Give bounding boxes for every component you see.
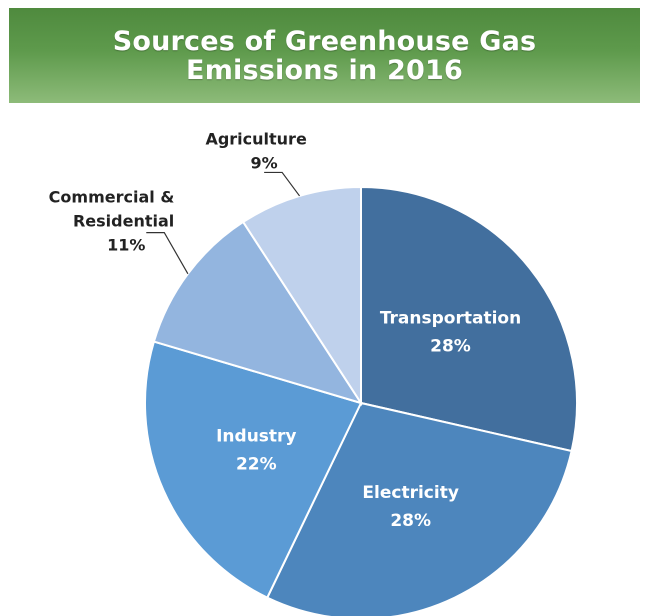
slice-label-electricity: Electricity [362, 483, 459, 503]
pie-slice-transportation [360, 185, 578, 453]
slice-value-transportation: 28% [430, 337, 471, 357]
pie-slice-industry [144, 340, 363, 599]
slice-label-commercial-and-residential: Commercial & [49, 188, 175, 207]
slice-label-commercial-and-residential: Residential [73, 212, 174, 231]
chart-title-line-1: Sources of Greenhouse Gas [112, 25, 537, 57]
slice-value-electricity: 28% [390, 511, 431, 531]
slice-value-commercial-and-residential: 11% [107, 236, 145, 255]
slice-label-industry: Industry [216, 426, 296, 446]
pie-slice-electricity [265, 401, 573, 616]
leader-line-commercial-and-residential [146, 232, 189, 275]
pie-slice-commercial-and-residential [152, 220, 364, 405]
slice-value-industry: 22% [236, 454, 277, 474]
chart-title-banner: Sources of Greenhouse Gas Emissions in 2… [9, 8, 640, 103]
pie-slice-agriculture [241, 185, 362, 407]
slice-label-transportation: Transportation [380, 309, 521, 329]
chart-title-line-2: Emissions in 2016 [186, 54, 463, 86]
leader-line-agriculture [264, 171, 301, 197]
slice-value-agriculture: 9% [251, 153, 278, 172]
slice-label-agriculture: Agriculture [205, 129, 307, 148]
